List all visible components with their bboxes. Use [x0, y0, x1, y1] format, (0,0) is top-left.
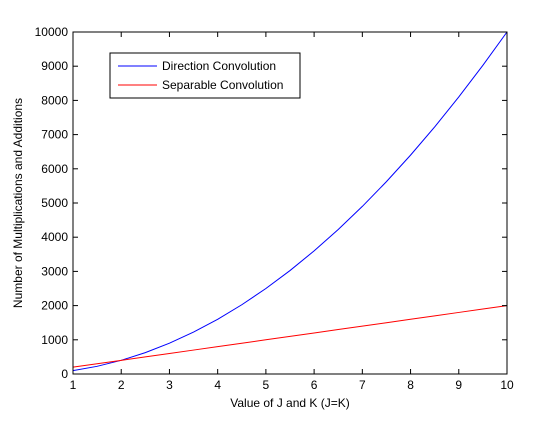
- y-tick-label: 0: [61, 367, 68, 381]
- axis-ticks: 1 2 3 4 5 6 7 8 9 10 0 1000 2000 3000 4000 5000 6000 7000…: [35, 25, 514, 392]
- legend: Direction Convolution Separable Convoluti…: [109, 52, 301, 99]
- y-tick-label: 3000: [41, 264, 68, 278]
- x-tick-label: 4: [214, 378, 221, 392]
- y-tick-label: 2000: [41, 299, 68, 313]
- x-tick-label: 6: [311, 378, 318, 392]
- y-tick-label: 4000: [41, 230, 68, 244]
- y-tick-label: 1000: [41, 333, 68, 347]
- y-tick-label: 9000: [41, 59, 68, 73]
- y-tick-label: 8000: [41, 93, 68, 107]
- y-axis-label: Number of Multiplications and Additions: [11, 98, 25, 308]
- series-line-0: [72, 31, 508, 372]
- x-tick-label: 3: [166, 378, 173, 392]
- x-tick-label: 9: [455, 378, 462, 392]
- x-tick-label: 10: [500, 378, 514, 392]
- series-layer: [72, 31, 508, 372]
- legend-box: [109, 52, 301, 99]
- legend-label-1: Separable Convolution: [162, 78, 283, 92]
- series-line-1: [72, 305, 508, 368]
- x-axis-label: Value of J and K (J=K): [230, 396, 350, 410]
- x-tick-label: 8: [407, 378, 414, 392]
- y-tick-label: 6000: [41, 162, 68, 176]
- y-tick-label: 7000: [41, 128, 68, 142]
- x-tick-label: 1: [70, 378, 77, 392]
- y-tick-label: 5000: [41, 196, 68, 210]
- x-tick-label: 2: [118, 378, 125, 392]
- x-tick-label: 5: [263, 378, 270, 392]
- legend-label-0: Direction Convolution: [162, 59, 276, 73]
- y-tick-label: 10000: [35, 25, 69, 39]
- x-tick-label: 7: [359, 378, 366, 392]
